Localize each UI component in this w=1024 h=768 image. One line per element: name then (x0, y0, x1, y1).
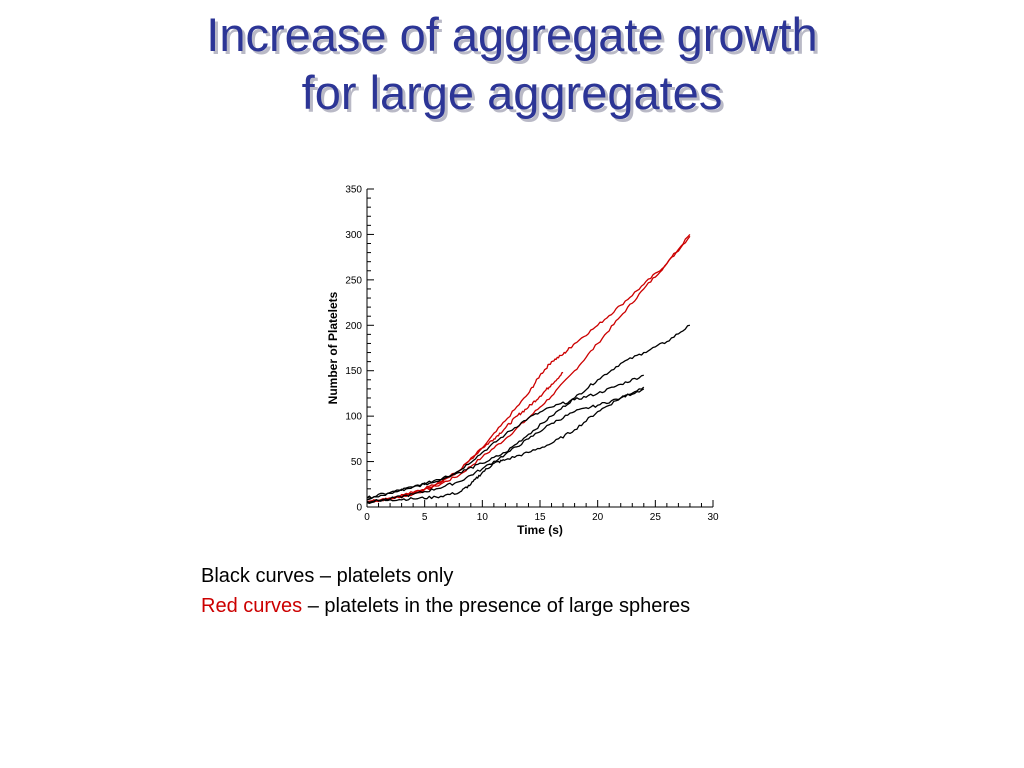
title-line-2: for large aggregates (301, 66, 723, 119)
x-tick-label: 30 (707, 512, 719, 523)
plot-lines (366, 233, 691, 505)
caption-red-rest: – platelets in the presence of large sph… (302, 595, 691, 617)
slide-title: Increase of aggregate growth for large a… (0, 6, 1024, 122)
y-tick-label: 100 (345, 412, 362, 423)
caption-black-curves: Black curves – platelets only (201, 565, 454, 587)
black-series-line-4 (366, 324, 691, 501)
black-series-line-7 (366, 388, 645, 505)
y-tick-label: 150 (345, 366, 362, 377)
y-tick-label: 350 (345, 185, 362, 196)
x-tick-label: 15 (534, 512, 546, 523)
caption-red-curves: Red curves – platelets in the presence o… (201, 591, 690, 621)
y-tick-label: 300 (345, 230, 362, 241)
y-tick-label: 0 (356, 503, 362, 514)
title-line-1: Increase of aggregate growth (206, 8, 818, 61)
y-tick-label: 200 (345, 321, 362, 332)
x-tick-label: 10 (477, 512, 489, 523)
red-series-line-2 (366, 233, 691, 503)
black-series-line-6 (366, 386, 645, 504)
black-series-line-5 (366, 374, 644, 499)
y-tick-label: 250 (345, 275, 362, 286)
x-tick-label: 20 (592, 512, 604, 523)
x-tick-label: 0 (364, 512, 370, 523)
caption-red-label: Red curves (201, 595, 303, 617)
y-tick-label: 50 (351, 457, 363, 468)
axes: 0 50 100 150 200 250 300 350 0 5 10 15 20 25 30 (345, 185, 719, 524)
x-tick-label: 5 (422, 512, 428, 523)
caption: Black curves – platelets only Red curves… (201, 561, 690, 621)
red-series-line-3 (366, 371, 564, 504)
y-axis-title: Number of Platelets (326, 291, 340, 404)
x-tick-label: 25 (650, 512, 662, 523)
x-axis-title: Time (s) (517, 523, 563, 537)
red-series-line-1 (366, 235, 691, 503)
